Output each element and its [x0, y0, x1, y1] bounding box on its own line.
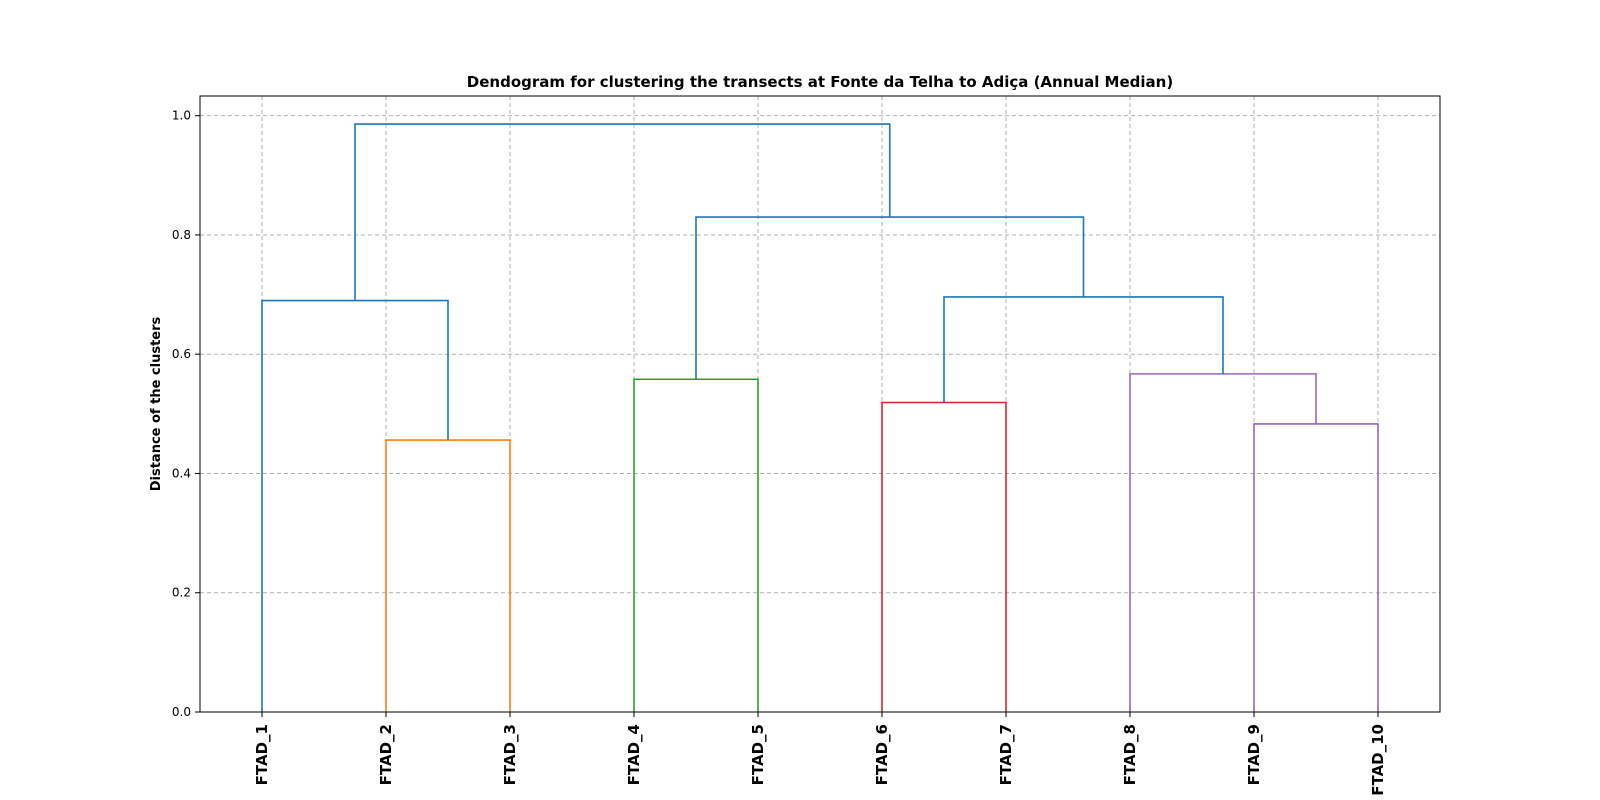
y-tick-label: 0.8: [172, 228, 191, 242]
x-tick-label-ftad-4: FTAD_4: [625, 724, 643, 785]
dendrogram-link-9: [354, 123, 891, 301]
y-tick-label: 0.6: [172, 347, 191, 361]
y-tick-label: 0.4: [172, 466, 191, 480]
dendrogram-link-5: [1129, 373, 1317, 712]
x-tick-label-ftad-9: FTAD_9: [1245, 724, 1263, 785]
dendrogram-link-4: [633, 378, 759, 712]
x-tick-label-ftad-10: FTAD_10: [1369, 724, 1387, 796]
chart-title: Dendogram for clustering the transects a…: [467, 73, 1173, 91]
x-tick-label-ftad-3: FTAD_3: [501, 724, 519, 785]
x-tick-label-ftad-5: FTAD_5: [749, 724, 767, 785]
dendrogram-link-1: [385, 439, 511, 712]
dendrogram-link-6: [261, 299, 449, 712]
x-tick-label-ftad-6: FTAD_6: [873, 724, 891, 785]
x-tick-label-ftad-2: FTAD_2: [377, 724, 395, 785]
links-layer: [261, 123, 1379, 712]
dendrogram-link-3: [881, 401, 1007, 712]
y-axis-label: Distance of the clusters: [149, 316, 164, 491]
x-tick-label-ftad-7: FTAD_7: [997, 724, 1015, 785]
dendrogram-link-8: [695, 216, 1085, 380]
y-tick-label: 0.2: [172, 586, 191, 600]
x-tick-label-ftad-1: FTAD_1: [253, 724, 271, 785]
dendrogram-link-7: [943, 296, 1224, 403]
ticks-layer: 0.0 0.2 0.4 0.6 0.8 1.0 FTAD_1 FTAD_2 FTAD_3 FTAD…: [172, 109, 1387, 796]
dendrogram-link-2: [1253, 423, 1379, 712]
plot-area-frame: [199, 95, 1441, 713]
x-tick-label-ftad-8: FTAD_8: [1121, 724, 1139, 785]
y-tick-label: 1.0: [172, 109, 191, 123]
y-tick-label: 0.0: [172, 705, 191, 719]
